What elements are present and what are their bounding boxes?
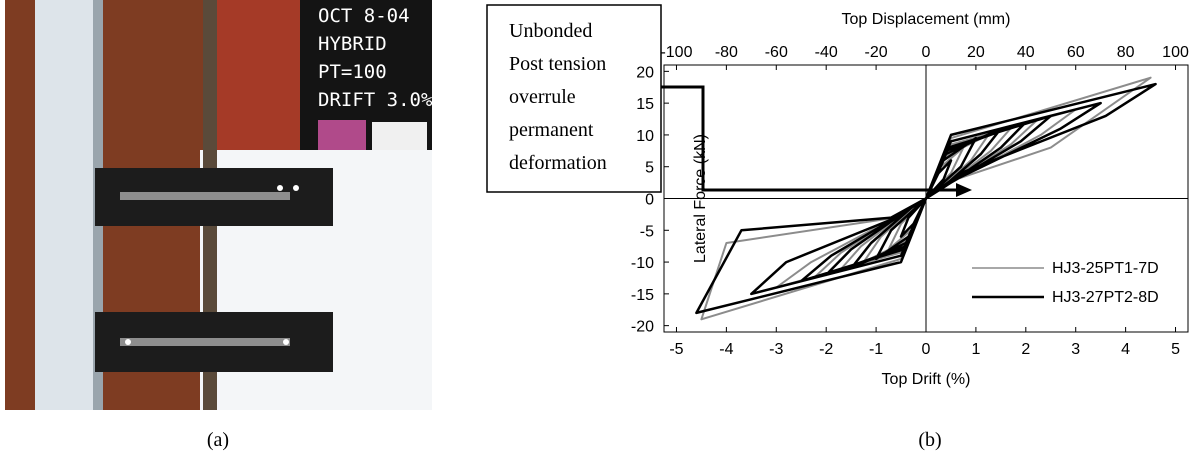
y-tick-label: 10	[636, 128, 654, 145]
x2-tick-label: 40	[1017, 44, 1035, 61]
photo-label: DRIFT 3.0%	[318, 89, 433, 111]
x2-tick-label: -100	[660, 44, 692, 61]
x-axis-label: Top Drift (%)	[882, 371, 971, 388]
y-axis-label: Lateral Force (kN)	[692, 134, 709, 263]
arrow-head	[956, 183, 972, 197]
figure: OCT 8-04 HYBRID PT=100 DRIFT 3.0% (a) (b…	[0, 0, 1195, 463]
x2-tick-label: 0	[922, 44, 931, 61]
x-tick-label: 2	[1021, 341, 1030, 358]
x-tick-label: 0	[922, 341, 931, 358]
callout-line: Post tension	[509, 53, 606, 75]
y-tick-label: -20	[631, 319, 654, 336]
photo-label: PT=100	[318, 61, 387, 83]
x-tick-label: 5	[1171, 341, 1180, 358]
photo-label: OCT 8-04	[318, 5, 410, 27]
y-tick-label: -15	[631, 287, 654, 304]
x-tick-label: 4	[1121, 341, 1130, 358]
x2-tick-label: 20	[967, 44, 985, 61]
caption: (a)	[207, 429, 229, 451]
legend-label: HJ3-27PT2-8D	[1052, 289, 1159, 306]
x2-tick-label: 100	[1162, 44, 1189, 61]
y-tick-label: -10	[631, 255, 654, 272]
legend-label: HJ3-25PT1-7D	[1052, 260, 1159, 277]
y-tick-label: -5	[640, 223, 654, 240]
x2-tick-label: -20	[865, 44, 888, 61]
callout-line: permanent	[509, 119, 594, 141]
y-tick-label: 0	[645, 192, 654, 209]
x-tick-label: 3	[1071, 341, 1080, 358]
x-tick-label: -3	[769, 341, 783, 358]
callout-line: overrule	[509, 86, 576, 108]
x2-axis-label: Top Displacement (mm)	[842, 11, 1011, 28]
x-tick-label: -4	[719, 341, 733, 358]
x-tick-label: -2	[819, 341, 833, 358]
y-tick-label: 15	[636, 96, 654, 113]
callout-line: Unbonded	[509, 20, 592, 42]
photo-label: HYBRID	[318, 33, 387, 55]
caption: (b)	[918, 429, 941, 451]
x2-tick-label: 60	[1067, 44, 1085, 61]
y-tick-label: 5	[645, 160, 654, 177]
x2-tick-label: -80	[715, 44, 738, 61]
x-tick-label: -1	[869, 341, 883, 358]
x2-tick-label: -60	[765, 44, 788, 61]
callout: Unbonded Post tension overrule permanent…	[487, 5, 661, 192]
x2-tick-label: 80	[1117, 44, 1135, 61]
callout-line: deformation	[509, 152, 607, 174]
y-tick-label: 20	[636, 64, 654, 81]
photo: OCT 8-04 HYBRID PT=100 DRIFT 3.0%	[5, 0, 433, 410]
x2-tick-label: -40	[815, 44, 838, 61]
x-tick-label: 1	[971, 341, 980, 358]
x-tick-label: -5	[669, 341, 683, 358]
